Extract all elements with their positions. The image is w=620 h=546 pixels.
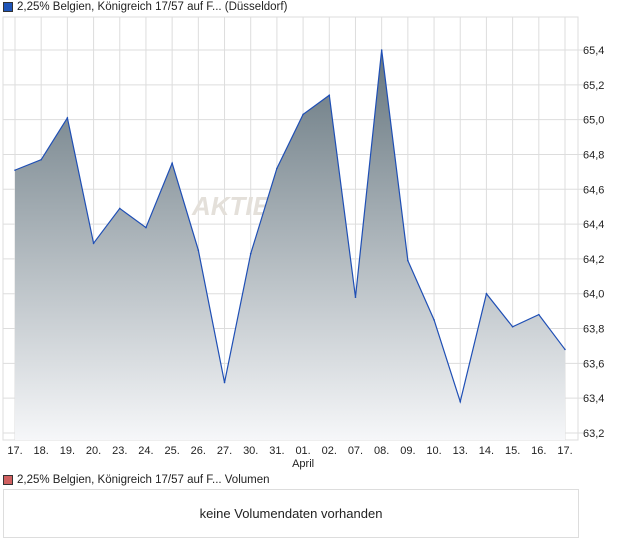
x-tick-label: 30.: [243, 445, 258, 457]
y-tick-label: 63,2: [583, 428, 604, 440]
volume-panel: keine Volumendaten vorhanden: [3, 489, 579, 538]
y-tick-label: 64,4: [583, 219, 604, 231]
price-line: [14, 49, 566, 404]
x-tick-label: 07.: [348, 445, 363, 457]
x-tick-label: 09.: [400, 445, 415, 457]
data-point: [564, 348, 566, 351]
legend-volume: 2,25% Belgien, Königreich 17/57 auf F...…: [3, 474, 270, 486]
x-tick-label: 16.: [531, 445, 546, 457]
data-point: [197, 249, 200, 252]
x-tick-label: 19.: [60, 445, 75, 457]
x-tick-label: 13.: [453, 445, 468, 457]
y-tick-label: 63,6: [583, 358, 604, 370]
price-chart: 63,2 63,4 63,6 63,8 64,0 64,2 64,4 64,6 64,8 65,0…: [2, 16, 604, 470]
data-point: [459, 400, 462, 403]
data-point: [40, 158, 42, 161]
x-tick-label: 01.: [295, 445, 310, 457]
x-tick-label: 17.: [7, 445, 22, 457]
month-label: April: [292, 458, 314, 470]
data-point: [511, 326, 514, 328]
y-tick-label: 63,4: [583, 393, 604, 405]
legend-main-label: 2,25% Belgien, Königreich 17/57 auf F...…: [17, 1, 288, 13]
legend-main: 2,25% Belgien, Königreich 17/57 auf F...…: [3, 1, 287, 13]
x-tick-label: 02.: [322, 445, 337, 457]
x-tick-label: 26.: [191, 445, 206, 457]
data-point: [118, 207, 121, 210]
data-point: [66, 117, 69, 119]
y-tick-label: 64,2: [583, 254, 604, 266]
y-tick-label: 65,2: [583, 80, 604, 92]
x-tick-label: 08.: [374, 445, 389, 457]
x-tick-label: 27.: [217, 445, 232, 457]
data-point: [14, 169, 16, 171]
x-tick-label: 18.: [34, 445, 49, 457]
legend-volume-label: 2,25% Belgien, Königreich 17/57 auf F...…: [17, 474, 270, 486]
data-point: [485, 292, 488, 295]
data-point: [380, 49, 383, 51]
y-tick-label: 65,0: [583, 115, 604, 127]
x-tick-label: 14.: [479, 445, 494, 457]
data-point: [328, 94, 331, 97]
data-point: [92, 242, 95, 245]
x-tick-label: 20.: [86, 445, 101, 457]
data-point: [276, 167, 278, 170]
watermark-logo: AKTIE: [191, 191, 271, 221]
area-fill: [15, 50, 565, 440]
y-tick-label: 64,0: [583, 289, 604, 301]
legend-swatch-main: [3, 2, 13, 12]
x-tick-label: 15.: [505, 445, 520, 457]
x-tick-label: 24.: [138, 445, 153, 457]
x-tick-label: 31.: [269, 445, 284, 457]
data-point: [407, 259, 409, 262]
y-tick-label: 64,8: [583, 149, 604, 161]
x-tick-label: 10.: [426, 445, 441, 457]
volume-message: keine Volumendaten vorhanden: [199, 506, 383, 521]
x-tick-label: 25.: [164, 445, 179, 457]
data-point: [223, 381, 226, 384]
y-tick-label: 63,8: [583, 324, 604, 336]
y-tick-label: 64,6: [583, 184, 604, 196]
data-point: [302, 113, 304, 116]
legend-swatch-volume: [3, 475, 13, 485]
data-point: [433, 319, 435, 321]
data-point: [354, 296, 357, 299]
data-point: [538, 313, 540, 316]
x-tick-label: 23.: [112, 445, 127, 457]
data-point: [249, 252, 252, 255]
y-tick-label: 65,4: [583, 45, 604, 57]
data-point: [171, 162, 173, 164]
x-tick-label: 17.: [557, 445, 572, 457]
data-point: [145, 226, 147, 229]
